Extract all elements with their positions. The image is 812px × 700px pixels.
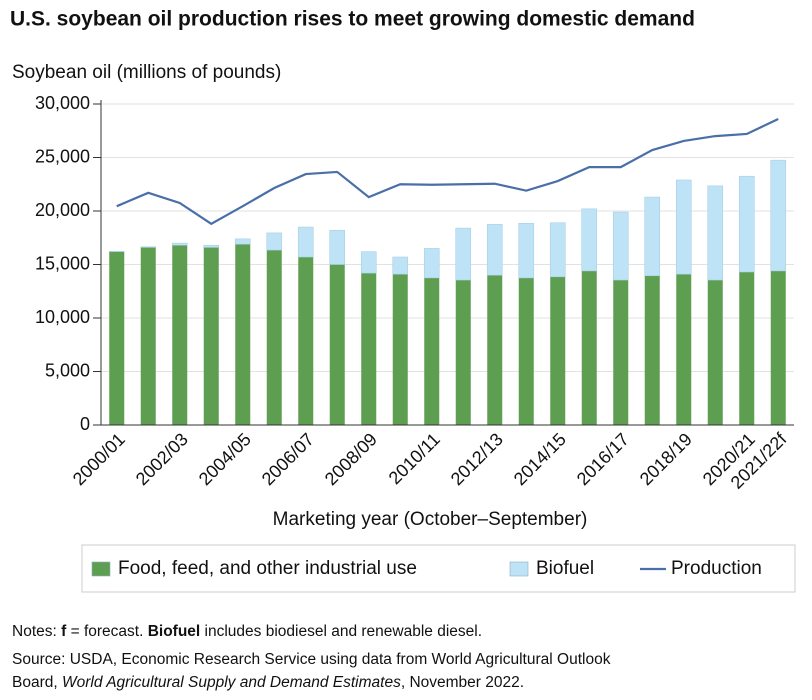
bar	[550, 276, 566, 425]
x-tick-label: 2006/07	[258, 429, 318, 489]
y-tick-label: 15,000	[35, 253, 90, 273]
bar	[171, 242, 188, 246]
note-part: f	[61, 623, 67, 640]
bar	[423, 248, 440, 279]
bar	[770, 159, 787, 272]
bar	[140, 246, 157, 248]
bar	[738, 175, 755, 273]
note-part: includes biodiesel and renewable diesel.	[200, 623, 482, 640]
x-tick-label: 2016/17	[573, 429, 633, 489]
x-tick-label: 2012/13	[447, 429, 507, 489]
bar	[549, 222, 566, 278]
y-tick-label: 0	[80, 414, 90, 434]
bar	[455, 227, 472, 281]
x-axis-title: Marketing year (October–September)	[273, 509, 588, 530]
bar	[203, 247, 219, 425]
bar	[675, 179, 692, 275]
bar	[739, 271, 755, 425]
bar	[613, 280, 629, 425]
bar	[644, 196, 661, 277]
bar	[770, 270, 786, 425]
bar	[172, 245, 188, 425]
bar	[140, 247, 156, 425]
legend-label: Biofuel	[536, 558, 594, 579]
bar	[392, 274, 408, 425]
bar	[424, 277, 440, 425]
note: Source: USDA, Economic Research Service …	[12, 651, 611, 668]
bar	[486, 224, 503, 276]
y-tick-label: 30,000	[35, 93, 90, 113]
legend-box	[81, 544, 796, 593]
note: Board, World Agricultural Supply and Dem…	[12, 674, 524, 691]
note-part: Board,	[12, 674, 62, 691]
bar	[297, 226, 314, 258]
legend-swatch	[509, 561, 529, 577]
bar	[329, 264, 345, 425]
bar	[644, 275, 660, 425]
note: Notes: f = forecast. Biofuel includes bi…	[12, 623, 482, 640]
legend-label: Food, feed, and other industrial use	[118, 558, 417, 579]
bar	[392, 256, 409, 275]
bar	[234, 238, 251, 245]
x-tick-label: 2002/03	[132, 429, 192, 489]
x-tick-label: 2014/15	[510, 429, 570, 489]
y-tick-label: 10,000	[35, 307, 90, 327]
x-tick-label: 2008/09	[321, 429, 381, 489]
y-axis-title: Soybean oil (millions of pounds)	[12, 62, 281, 83]
y-tick-label: 20,000	[35, 200, 90, 220]
line	[116, 117, 779, 226]
y-tick-label: 25,000	[35, 146, 90, 166]
bar	[518, 223, 535, 279]
x-tick-label: 2018/19	[636, 429, 696, 489]
bar	[266, 250, 282, 425]
note-part: Notes:	[12, 623, 61, 640]
bar	[266, 232, 283, 251]
bar	[455, 280, 471, 425]
note-part: Biofuel	[148, 623, 201, 640]
legend-swatch	[91, 561, 111, 577]
bar	[109, 251, 125, 425]
bar	[360, 251, 377, 274]
bar	[235, 244, 251, 425]
bar	[329, 229, 346, 265]
bar	[676, 274, 692, 425]
bar	[612, 211, 629, 281]
bar	[581, 270, 597, 425]
bar	[707, 185, 724, 281]
note-part: , November 2022.	[401, 674, 524, 691]
note-part: = forecast.	[66, 623, 147, 640]
bar	[581, 208, 598, 272]
y-tick-label: 5,000	[45, 360, 90, 380]
x-tick-label: 2004/05	[195, 429, 255, 489]
x-tick-label: 2010/11	[385, 429, 444, 488]
note-part: World Agricultural Supply and Demand Est…	[62, 674, 401, 691]
x-tick-label: 2000/01	[69, 429, 129, 489]
bar	[518, 277, 534, 425]
bar	[487, 275, 503, 425]
bar	[707, 280, 723, 425]
bar	[203, 244, 220, 248]
legend-label: Production	[671, 558, 762, 579]
bar	[298, 257, 314, 425]
bar	[361, 273, 377, 425]
chart-title: U.S. soybean oil production rises to mee…	[10, 8, 695, 31]
